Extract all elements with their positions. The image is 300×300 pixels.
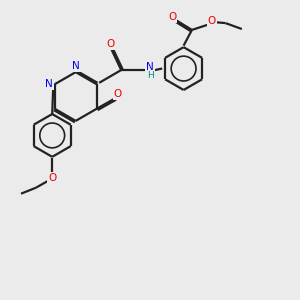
Text: O: O <box>113 89 122 99</box>
Text: N: N <box>72 61 80 71</box>
Text: N: N <box>45 79 53 89</box>
Text: O: O <box>208 16 216 26</box>
Text: H: H <box>147 71 153 80</box>
Text: O: O <box>48 172 56 183</box>
Text: O: O <box>106 40 114 50</box>
Text: N: N <box>146 62 154 72</box>
Text: O: O <box>168 12 176 22</box>
